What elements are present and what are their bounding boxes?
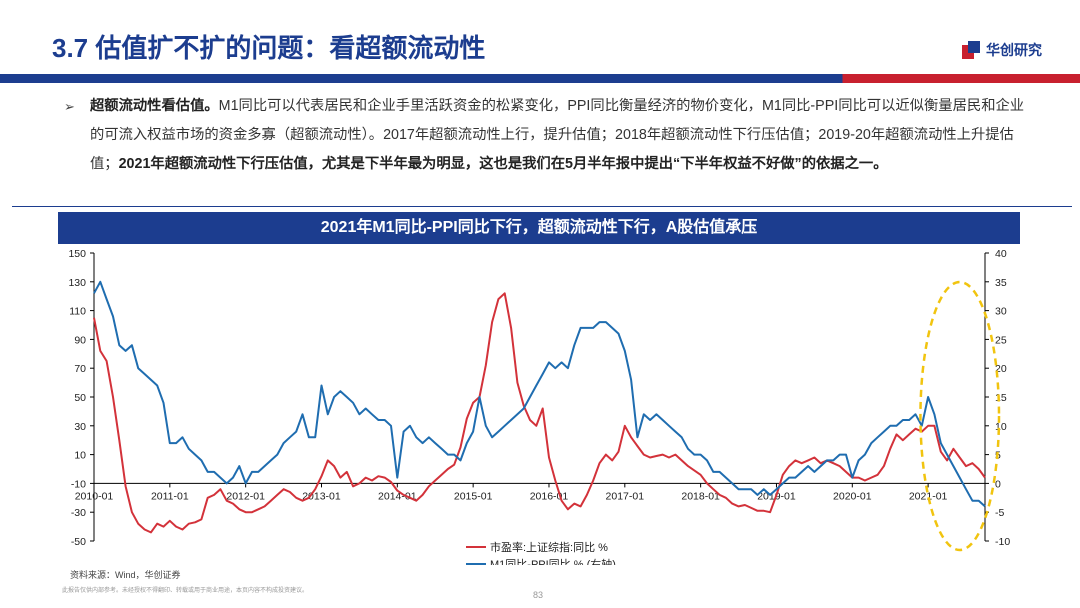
x-tick-label: 2020-01 <box>833 490 872 502</box>
y-right-tick-label: 10 <box>995 421 1007 433</box>
section-divider <box>12 206 1072 207</box>
y-left-tick-label: -50 <box>71 536 86 548</box>
x-tick-label: 2018-01 <box>681 490 720 502</box>
disclaimer-text: 此报告仅供内部参考。未经授权不得翻印、转载或用于商业用途，本页内容不构成投资建议… <box>62 588 309 594</box>
body-text-main: M1同比可以代表居民和企业手里活跃资金的松紧变化，PPI同比衡量经济的物价变化，… <box>90 98 1025 172</box>
line-chart: 1501301109070503010-10-30-50403530252015… <box>68 248 1010 565</box>
x-tick-label: 2015-01 <box>454 490 493 502</box>
logo: 华创研究 <box>962 40 1042 60</box>
highlight-ellipse <box>919 280 1001 552</box>
header-rule <box>0 74 1080 83</box>
page-title: 3.7 估值扩不扩的问题：看超额流动性 <box>52 33 486 63</box>
x-tick-label: 2017-01 <box>606 490 645 502</box>
y-right-tick-label: 40 <box>995 248 1007 260</box>
x-tick-label: 2014-01 <box>378 490 417 502</box>
x-tick-label: 2011-01 <box>151 490 189 502</box>
page-number: 83 <box>533 590 544 600</box>
brand-mark-icon <box>962 41 980 59</box>
x-tick-label: 2012-01 <box>226 490 265 502</box>
series-line-1 <box>93 292 986 534</box>
body-highlight: 2021年超额流动性下行压估值，尤其是下半年最为明显，这也是我们在5月半年报中提… <box>118 156 888 172</box>
y-right-tick-label: 30 <box>995 306 1007 318</box>
x-tick-label: 2021-01 <box>909 490 948 502</box>
y-right-tick-label: 0 <box>995 478 1001 490</box>
logo-text: 华创研究 <box>986 42 1042 58</box>
body-paragraph: 超额流动性看估值。M1同比可以代表居民和企业手里活跃资金的松紧变化，PPI同比衡… <box>90 92 1028 179</box>
y-left-tick-label: 110 <box>69 306 86 318</box>
y-left-tick-label: 70 <box>74 363 86 375</box>
y-left-tick-label: 10 <box>74 450 86 462</box>
body-lead: 超额流动性看估值。 <box>90 98 219 114</box>
y-right-tick-label: -5 <box>995 507 1004 519</box>
bullet-arrow-icon: ➢ <box>64 99 75 114</box>
y-right-tick-label: -10 <box>995 536 1010 548</box>
y-left-tick-label: 130 <box>68 277 86 289</box>
y-right-tick-label: 35 <box>995 277 1007 289</box>
y-left-tick-label: -10 <box>71 478 86 490</box>
y-right-tick-label: 15 <box>995 392 1007 404</box>
legend-label-1: 市盈率:上证综指:同比 % <box>490 540 608 554</box>
x-tick-label: 2010-01 <box>75 490 114 502</box>
legend-label-2: M1同比-PPI同比 % (右轴) <box>490 557 616 565</box>
y-left-tick-label: 30 <box>74 421 86 433</box>
body-text: ➢ 超额流动性看估值。M1同比可以代表居民和企业手里活跃资金的松紧变化，PPI同… <box>64 92 1028 179</box>
source-note: 资料来源：Wind，华创证券 <box>70 570 181 580</box>
y-left-tick-label: 150 <box>68 248 86 260</box>
y-left-tick-label: 50 <box>74 392 86 404</box>
y-left-tick-label: 90 <box>74 334 86 346</box>
y-right-tick-label: 25 <box>995 334 1007 346</box>
x-tick-label: 2013-01 <box>302 490 341 502</box>
chart-title: 2021年M1同比-PPI同比下行，超额流动性下行，A股估值承压 <box>58 212 1020 244</box>
y-left-tick-label: -30 <box>71 507 86 519</box>
y-right-tick-label: 20 <box>995 363 1007 375</box>
series-line-2 <box>93 280 986 508</box>
